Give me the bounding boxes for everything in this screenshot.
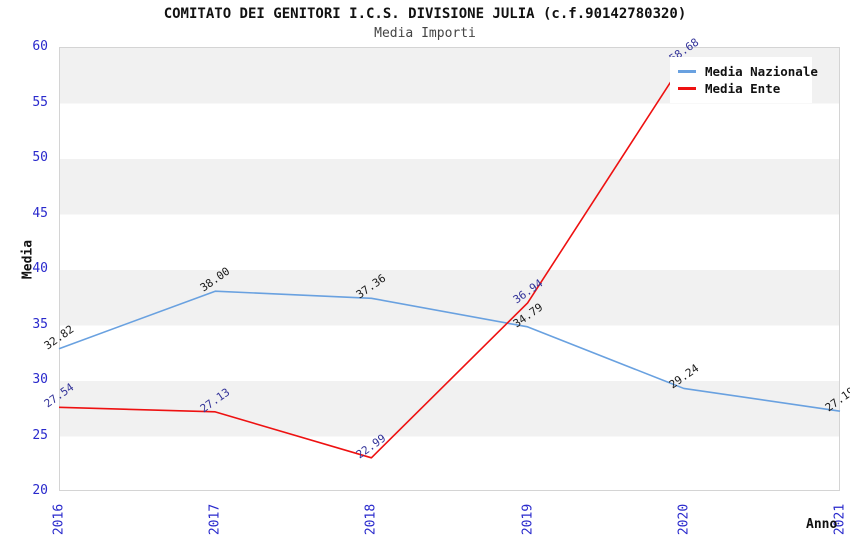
chart-subtitle: Media Importi — [374, 26, 476, 41]
legend-swatch-media-nazionale-icon — [678, 70, 696, 73]
legend-swatch-media-ente-icon — [678, 87, 696, 90]
line-media-nazionale — [58, 290, 841, 412]
legend: Media Nazionale Media Ente — [670, 57, 818, 103]
legend-label-media-ente: Media Ente — [705, 81, 781, 96]
y-axis-title: Media — [20, 239, 36, 280]
x-axis-title: Anno — [806, 517, 838, 532]
legend-item-media-ente: Media Ente — [678, 80, 804, 97]
chart-title: COMITATO DEI GENITORI I.C.S. DIVISIONE J… — [163, 6, 687, 22]
legend-label-media-nazionale: Media Nazionale — [705, 64, 818, 79]
plot-area — [59, 47, 840, 491]
legend-item-media-nazionale: Media Nazionale — [678, 63, 818, 80]
line-media-ente — [58, 61, 685, 459]
